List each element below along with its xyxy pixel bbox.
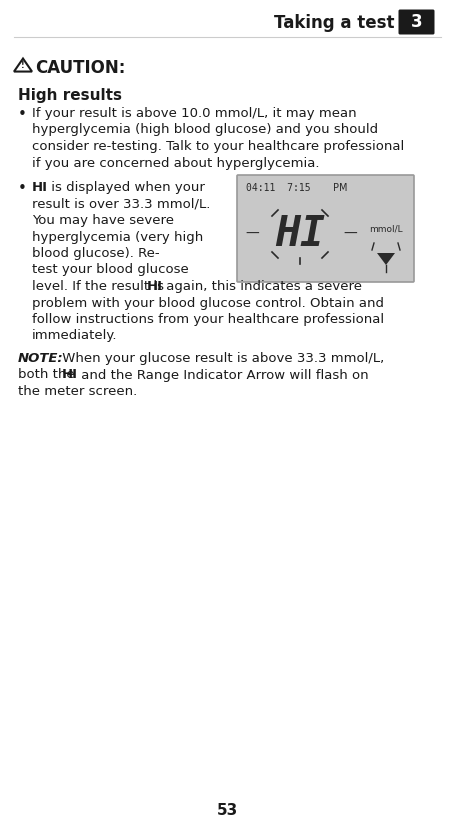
Text: You may have severe: You may have severe — [32, 214, 174, 227]
Text: •: • — [18, 107, 27, 122]
Text: HI: HI — [62, 369, 78, 382]
Text: !: ! — [21, 61, 25, 71]
Text: —: — — [245, 227, 259, 241]
Text: hyperglycemia (high blood glucose) and you should: hyperglycemia (high blood glucose) and y… — [32, 124, 378, 136]
Text: is displayed when your: is displayed when your — [47, 181, 205, 194]
Text: NOTE:: NOTE: — [18, 352, 64, 365]
Text: Taking a test: Taking a test — [274, 14, 395, 32]
Polygon shape — [377, 253, 395, 265]
Text: the meter screen.: the meter screen. — [18, 385, 137, 398]
FancyBboxPatch shape — [399, 9, 435, 35]
Text: 3: 3 — [411, 13, 422, 31]
Text: 53: 53 — [217, 803, 238, 818]
Text: High results: High results — [18, 88, 122, 103]
Text: •: • — [18, 181, 27, 196]
Text: and the Range Indicator Arrow will flash on: and the Range Indicator Arrow will flash… — [77, 369, 369, 382]
Text: if you are concerned about hyperglycemia.: if you are concerned about hyperglycemia… — [32, 157, 319, 169]
Text: hyperglycemia (very high: hyperglycemia (very high — [32, 231, 203, 243]
Text: test your blood glucose: test your blood glucose — [32, 263, 189, 276]
Text: immediately.: immediately. — [32, 330, 117, 343]
Text: follow instructions from your healthcare professional: follow instructions from your healthcare… — [32, 313, 384, 326]
Text: level. If the result is: level. If the result is — [32, 280, 168, 293]
Text: result is over 33.3 mmol/L.: result is over 33.3 mmol/L. — [32, 198, 210, 211]
Text: If your result is above 10.0 mmol/L, it may mean: If your result is above 10.0 mmol/L, it … — [32, 107, 357, 120]
Text: consider re-testing. Talk to your healthcare professional: consider re-testing. Talk to your health… — [32, 140, 404, 153]
Text: HI: HI — [147, 280, 163, 293]
Text: When your glucose result is above 33.3 mmol/L,: When your glucose result is above 33.3 m… — [58, 352, 384, 365]
Text: HI: HI — [275, 213, 325, 255]
Text: problem with your blood glucose control. Obtain and: problem with your blood glucose control.… — [32, 296, 384, 310]
Text: PM: PM — [333, 183, 348, 193]
Text: CAUTION:: CAUTION: — [35, 59, 126, 77]
Text: again, this indicates a severe: again, this indicates a severe — [162, 280, 362, 293]
FancyBboxPatch shape — [237, 175, 414, 282]
Text: 04:11  7:15: 04:11 7:15 — [246, 183, 311, 193]
Text: both the: both the — [18, 369, 79, 382]
Text: blood glucose). Re-: blood glucose). Re- — [32, 247, 160, 260]
Text: HI: HI — [32, 181, 48, 194]
Text: mmol/L: mmol/L — [369, 224, 403, 233]
Text: —: — — [343, 227, 357, 241]
